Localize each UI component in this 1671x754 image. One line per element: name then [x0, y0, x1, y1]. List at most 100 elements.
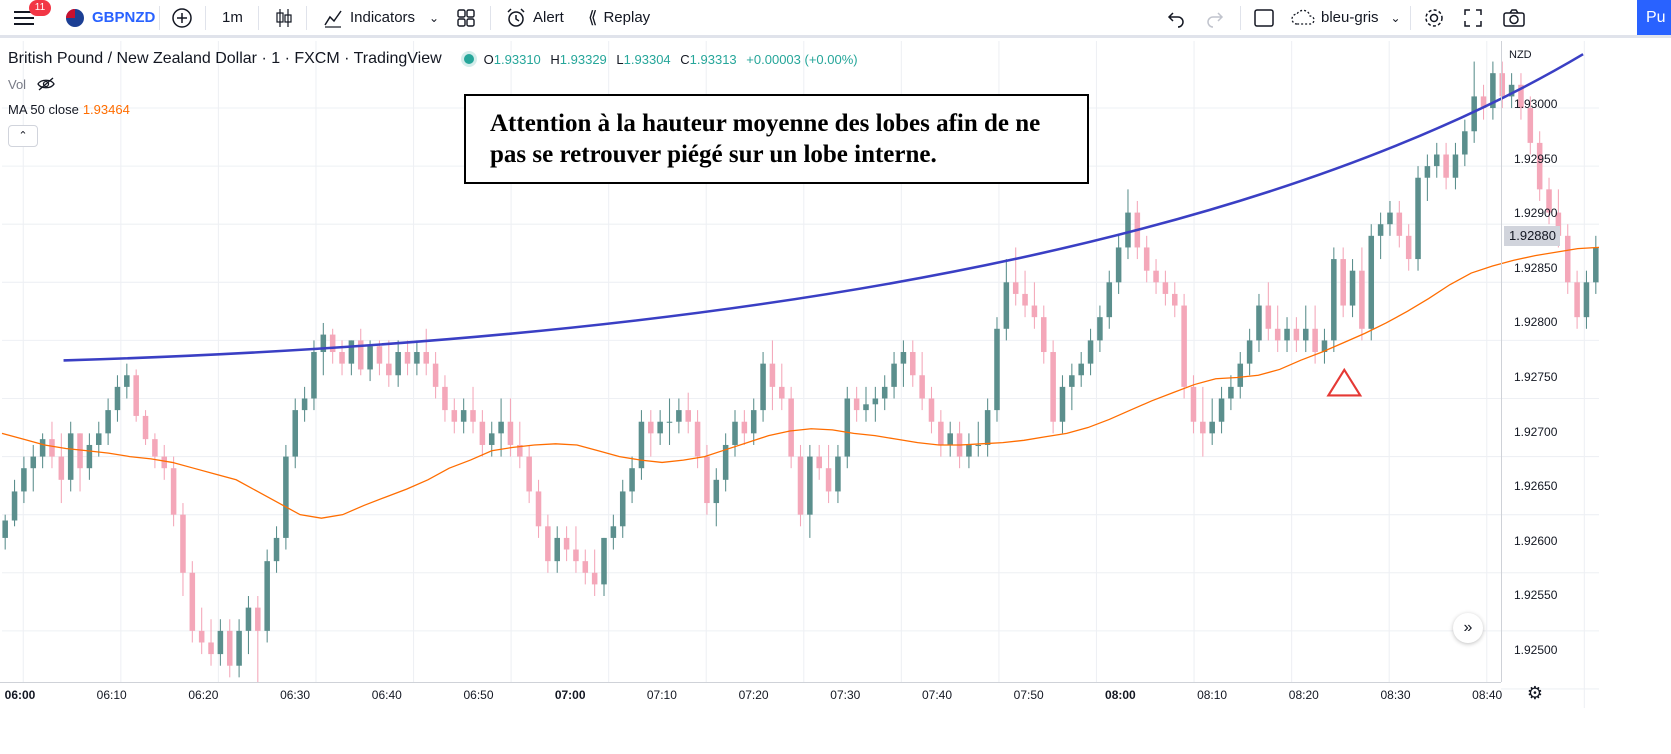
candle-down	[133, 375, 139, 416]
candle-up	[1256, 305, 1262, 341]
bottom-blank-area	[0, 708, 1671, 754]
publish-button[interactable]: Pu	[1637, 0, 1671, 35]
candle-up	[994, 328, 1000, 411]
candle-up	[498, 421, 504, 434]
candle-down	[816, 456, 822, 469]
undo-button[interactable]	[1166, 0, 1186, 35]
candle-up	[1490, 73, 1496, 109]
candle-down	[208, 642, 214, 655]
candle-up	[610, 526, 617, 538]
price-tick-label: 1.92600	[1514, 533, 1558, 548]
candle-up	[1377, 224, 1384, 236]
hamburger-icon	[14, 10, 34, 25]
candle-down	[255, 607, 261, 631]
candle-down	[1012, 282, 1019, 294]
time-axis[interactable]: 06:00 06:10 06:20 06:30 06:40 06:50 07:00 07:10…	[0, 682, 1502, 708]
candle-up	[1059, 386, 1066, 422]
templates-button[interactable]	[456, 0, 476, 35]
layout-name-label: bleu-gris	[1321, 9, 1379, 26]
candle-up	[807, 456, 813, 515]
fullscreen-button[interactable]	[1463, 0, 1483, 35]
candle-down	[694, 421, 701, 457]
candle-up	[1471, 96, 1477, 132]
candle-down	[1200, 421, 1206, 434]
settings-button[interactable]	[1423, 0, 1445, 35]
time-tick-label: 06:10	[96, 688, 127, 702]
candle-down	[928, 398, 935, 422]
notification-badge: 11	[29, 0, 51, 16]
alert-button[interactable]: Alert	[505, 0, 564, 35]
price-chart[interactable]	[0, 41, 1601, 723]
low-value: 1.93304	[623, 51, 671, 67]
candle-up	[273, 537, 280, 562]
interval-button[interactable]: 1m	[222, 0, 243, 35]
chart-type-button[interactable]	[273, 0, 295, 35]
publish-label: Pu	[1646, 8, 1666, 26]
candle-up	[760, 363, 766, 411]
time-tick-label: 06:50	[463, 688, 494, 702]
annotation-textbox[interactable]: Attention à la hauteur moyenne des lobes…	[464, 94, 1089, 184]
candle-up	[1593, 247, 1599, 283]
candle-up	[86, 444, 93, 469]
candle-up	[1228, 386, 1234, 399]
candle-up	[1415, 177, 1421, 260]
indicators-icon	[324, 10, 342, 28]
candle-down	[58, 456, 65, 480]
currency-label: NZD	[1509, 49, 1532, 61]
chevron-up-icon: ⌃	[18, 130, 28, 142]
candle-down	[1443, 154, 1449, 178]
screenshot-button[interactable]	[1502, 0, 1526, 35]
candle-up	[1003, 282, 1010, 329]
ma-legend[interactable]: MA 50 close 1.93464	[8, 102, 130, 117]
indicators-button[interactable]: Indicators ⌄	[322, 0, 439, 35]
candle-up	[124, 375, 130, 387]
candle-down	[919, 375, 925, 399]
candle-up	[11, 491, 18, 521]
candle-up	[292, 410, 299, 457]
candle-up	[488, 433, 495, 445]
candle-up	[2, 520, 8, 538]
candle-up	[1106, 282, 1113, 318]
time-tick-label: 08:20	[1288, 688, 1319, 702]
symbol-search-button[interactable]: GBPNZD	[66, 0, 155, 35]
candle-down	[545, 526, 551, 562]
candle-up	[67, 433, 74, 480]
gbp-nzd-flag-icon	[66, 8, 84, 27]
layout-name-button[interactable]: bleu-gris ⌄	[1290, 0, 1401, 35]
candle-up	[1387, 212, 1393, 225]
time-tick-label: 06:40	[371, 688, 402, 702]
price-tick-label: 1.92900	[1514, 206, 1558, 221]
candle-down	[517, 444, 523, 457]
price-axis[interactable]: 1.93000 1.92950 1.92900 1.92850 1.92800 1.927…	[1501, 41, 1571, 682]
candle-up	[984, 410, 991, 445]
layout-select-button[interactable]	[1253, 0, 1275, 35]
axis-settings-button[interactable]: ⚙	[1520, 683, 1550, 705]
change-value: +0.00003 (+0.00%)	[746, 51, 858, 67]
volume-legend[interactable]: Vol	[8, 76, 56, 92]
candle-up	[301, 398, 308, 411]
eye-hidden-icon[interactable]	[36, 76, 56, 92]
candle-up	[947, 433, 953, 445]
candle-down	[1143, 247, 1150, 271]
candle-down	[507, 421, 514, 445]
candle-down	[685, 410, 691, 422]
compare-add-button[interactable]	[171, 0, 193, 35]
replay-button[interactable]: ⟪ Replay	[588, 0, 650, 35]
candle-down	[357, 340, 364, 370]
double-chevron-right-icon: »	[1463, 619, 1473, 636]
candle-down	[1518, 84, 1524, 109]
candle-up	[1115, 247, 1122, 283]
candle-down	[49, 439, 55, 457]
candle-down	[741, 421, 748, 434]
collapse-legend-button[interactable]: ⌃	[8, 125, 38, 147]
redo-button[interactable]	[1205, 0, 1225, 35]
scroll-to-realtime-button[interactable]: »	[1453, 613, 1483, 643]
menu-button[interactable]	[14, 0, 36, 35]
candle-up	[1349, 270, 1356, 306]
candle-down	[1396, 212, 1403, 236]
candle-up	[1452, 154, 1459, 178]
candle-up	[629, 468, 635, 492]
candle-up	[1218, 398, 1225, 422]
candle-down	[1274, 328, 1281, 341]
candle-down	[1050, 352, 1056, 422]
